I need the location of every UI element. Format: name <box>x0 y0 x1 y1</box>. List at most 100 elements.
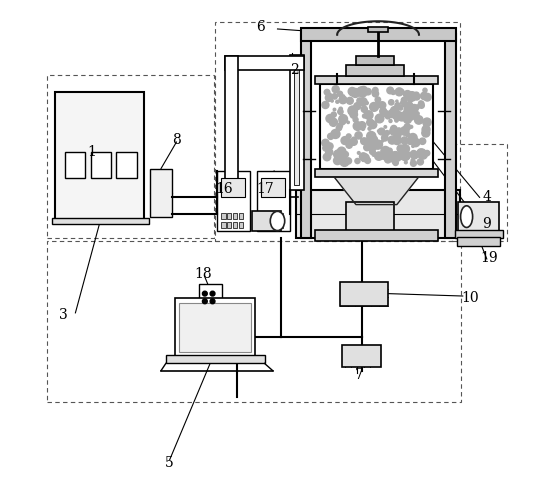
Circle shape <box>388 100 394 105</box>
Circle shape <box>423 125 427 128</box>
Circle shape <box>337 147 346 156</box>
Bar <box>315 76 438 84</box>
Circle shape <box>350 92 354 96</box>
Circle shape <box>419 151 427 159</box>
Circle shape <box>346 97 354 104</box>
Circle shape <box>404 124 411 130</box>
Circle shape <box>331 100 334 102</box>
Circle shape <box>391 107 398 114</box>
Circle shape <box>370 103 379 111</box>
Bar <box>55 91 144 221</box>
Bar <box>48 75 214 238</box>
Circle shape <box>329 149 331 152</box>
Circle shape <box>348 87 356 95</box>
Circle shape <box>401 144 410 153</box>
Circle shape <box>404 107 412 114</box>
Circle shape <box>401 113 407 119</box>
Circle shape <box>403 155 408 161</box>
Circle shape <box>325 94 333 102</box>
Bar <box>452 144 507 241</box>
Circle shape <box>357 124 363 130</box>
Circle shape <box>420 153 422 156</box>
Circle shape <box>387 153 396 162</box>
Circle shape <box>348 99 351 102</box>
Circle shape <box>411 159 415 162</box>
Bar <box>215 22 460 241</box>
Circle shape <box>406 133 410 137</box>
Bar <box>91 152 111 178</box>
Circle shape <box>322 139 329 147</box>
Circle shape <box>357 87 367 97</box>
Circle shape <box>413 92 419 98</box>
Circle shape <box>371 141 376 146</box>
Bar <box>175 299 255 356</box>
Circle shape <box>422 129 430 137</box>
Circle shape <box>356 108 358 109</box>
Bar <box>199 284 221 308</box>
Circle shape <box>408 111 416 119</box>
Circle shape <box>387 87 393 94</box>
Circle shape <box>372 91 379 97</box>
Circle shape <box>346 134 351 138</box>
Circle shape <box>396 100 398 102</box>
Circle shape <box>422 126 430 134</box>
Circle shape <box>365 111 373 119</box>
Circle shape <box>368 137 374 144</box>
Circle shape <box>357 87 366 96</box>
Circle shape <box>414 94 420 100</box>
Circle shape <box>334 150 343 159</box>
Circle shape <box>418 101 424 107</box>
Circle shape <box>393 160 398 165</box>
Bar <box>239 222 243 228</box>
Bar <box>227 213 231 219</box>
Text: 9: 9 <box>482 217 491 231</box>
Circle shape <box>408 139 411 142</box>
Circle shape <box>392 160 393 162</box>
Circle shape <box>405 161 407 164</box>
Polygon shape <box>334 177 418 205</box>
Circle shape <box>402 146 408 152</box>
Bar <box>315 230 438 241</box>
Text: 5: 5 <box>165 456 174 470</box>
Bar <box>166 355 265 363</box>
Bar <box>340 282 388 305</box>
Circle shape <box>327 134 334 139</box>
Circle shape <box>397 145 405 152</box>
Bar <box>261 178 285 197</box>
Circle shape <box>348 106 357 115</box>
Circle shape <box>408 103 412 106</box>
Ellipse shape <box>270 211 285 231</box>
Ellipse shape <box>461 206 473 227</box>
Circle shape <box>411 151 418 159</box>
Circle shape <box>375 97 381 103</box>
Circle shape <box>345 158 351 164</box>
Bar <box>273 222 277 228</box>
Circle shape <box>425 150 430 156</box>
Circle shape <box>326 149 333 156</box>
Circle shape <box>331 112 336 117</box>
Circle shape <box>351 138 356 143</box>
Text: 7: 7 <box>355 368 364 382</box>
Circle shape <box>390 127 398 135</box>
Circle shape <box>379 102 386 109</box>
Bar <box>301 27 456 41</box>
Circle shape <box>326 114 334 123</box>
Text: 16: 16 <box>216 182 234 196</box>
Circle shape <box>360 153 367 161</box>
Circle shape <box>381 135 388 141</box>
Circle shape <box>362 159 365 162</box>
Circle shape <box>421 92 428 100</box>
Circle shape <box>361 154 369 162</box>
Bar <box>369 27 388 32</box>
Circle shape <box>341 136 349 144</box>
Circle shape <box>411 161 416 166</box>
Circle shape <box>326 143 333 150</box>
Circle shape <box>325 145 327 148</box>
Bar <box>346 202 395 231</box>
Circle shape <box>410 151 417 157</box>
Bar <box>233 213 237 219</box>
Circle shape <box>210 299 215 304</box>
Circle shape <box>395 119 398 122</box>
Circle shape <box>376 102 381 106</box>
Circle shape <box>342 152 349 157</box>
